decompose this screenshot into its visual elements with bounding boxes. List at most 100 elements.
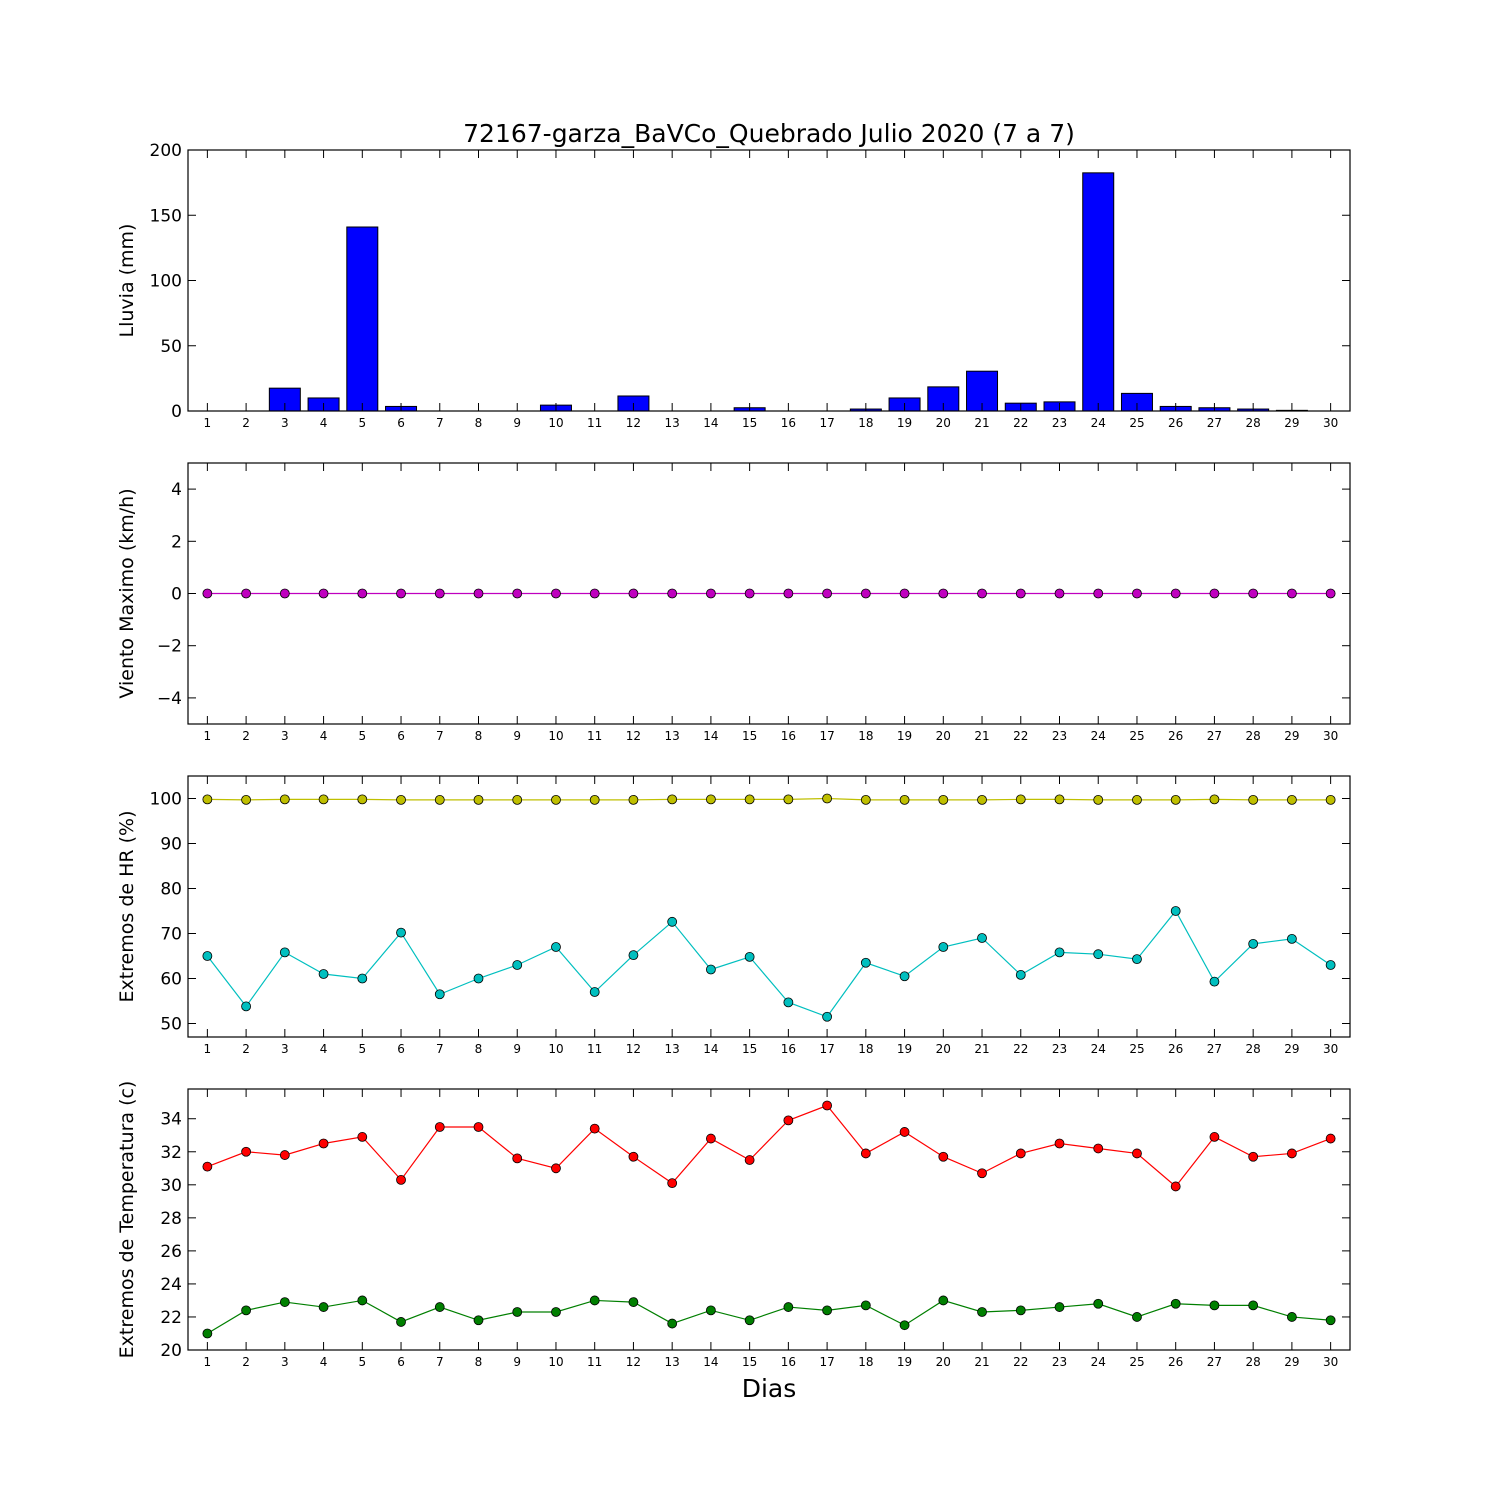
temperature-series-1-point [1015,1305,1026,1316]
temperature-series-1-point [1209,1300,1220,1311]
wind-series-0-point [899,588,910,599]
rain-x-tick-label: 8 [475,416,483,430]
temperature-x-tick-label: 11 [587,1355,602,1369]
rain-x-tick-label: 24 [1091,416,1106,430]
temperature-x-tick-label: 23 [1052,1355,1067,1369]
humidity-series-0-point [1325,794,1336,805]
wind-series-0-point [667,588,678,599]
humidity-series-1-point [1287,934,1297,944]
temperature-series-1-point [551,1307,561,1317]
wind-series-0-point [1248,588,1259,599]
humidity-series-1-point [860,957,871,968]
humidity-x-tick-label: 9 [513,1042,521,1056]
rain-x-tick-label: 27 [1207,416,1222,430]
temperature-series-0-point [434,1122,445,1132]
humidity-series-0-point [977,794,987,805]
rain-x-tick-label: 2 [242,416,250,430]
rain-x-tick-label: 18 [858,416,873,430]
humidity-series-0-point [241,794,252,805]
rain-x-tick-label: 12 [626,416,641,430]
wind-y-axis-label: Viento Maximo (km/h) [116,488,138,698]
humidity-series-0-point [938,794,949,805]
humidity-series-1-point [1093,949,1104,960]
humidity-series-1-point [744,952,755,962]
wind-series-0-point [279,588,290,599]
temperature-series-0-point [1132,1148,1142,1159]
humidity-x-tick-label: 20 [936,1042,951,1056]
humidity-x-tick-label: 12 [626,1042,641,1056]
humidity-x-tick-label: 22 [1013,1042,1028,1056]
x-axis-label: Dias [742,1374,797,1403]
temperature-plot-frame [187,1088,1351,1351]
wind-series-0-point [1287,588,1297,599]
wind-x-tick-label: 7 [436,729,444,743]
wind-x-tick-label: 28 [1246,729,1261,743]
rain-x-tick-label: 9 [513,416,521,430]
humidity-series-1-point [1015,970,1026,980]
temperature-series-0-point [241,1146,252,1157]
wind-series-0-point [589,588,600,599]
humidity-series-1-point [473,973,484,984]
temperature-series-0-point [628,1151,639,1162]
rain-x-tick-label: 15 [742,416,757,430]
humidity-series-0-point [512,794,523,805]
rain-x-tick-label: 25 [1129,416,1144,430]
temperature-series-0-point [396,1174,406,1185]
rain-x-tick-label: 22 [1013,416,1028,430]
humidity-x-tick-label: 2 [242,1042,250,1056]
humidity-series-1-point [357,973,368,984]
rain-x-tick-label: 11 [587,416,602,430]
humidity-series-1-point [551,942,561,952]
humidity-series-1-point [783,997,794,1008]
humidity-series-0-point [899,794,910,805]
temperature-series-0-point [1248,1151,1259,1162]
humidity-series-0-point [1287,794,1297,805]
rain-x-tick-label: 19 [897,416,912,430]
humidity-series-1-point [1170,906,1181,916]
humidity-x-tick-label: 11 [587,1042,602,1056]
temperature-series-0-point [202,1161,213,1172]
humidity-series-1-point [822,1011,832,1022]
temperature-x-tick-label: 17 [819,1355,834,1369]
temperature-series-0-line [207,1104,1331,1188]
rain-x-tick-label: 7 [436,416,444,430]
wind-y-tick-label: −4 [157,689,182,709]
humidity-series-0-point [551,794,561,805]
temperature-series-1-point [667,1318,678,1329]
temperature-x-tick-label: 26 [1168,1355,1183,1369]
rain-x-tick-label: 1 [204,416,212,430]
temperature-series-1-point [1093,1298,1104,1309]
humidity-x-tick-label: 29 [1284,1042,1299,1056]
wind-x-tick-label: 24 [1091,729,1106,743]
temperature-x-tick-label: 29 [1284,1355,1299,1369]
temperature-series-1-point [318,1302,329,1312]
humidity-x-tick-label: 28 [1246,1042,1261,1056]
rain-x-tick-label: 26 [1168,416,1183,430]
temperature-series-0-point [1015,1148,1026,1159]
humidity-series-1-point [1054,947,1065,958]
chart-title: 72167-garza_BaVCo_Quebrado Julio 2020 (7… [463,119,1075,148]
temperature-series-0-point [1287,1148,1297,1159]
humidity-x-tick-label: 10 [548,1042,563,1056]
humidity-series-1-point [628,950,639,960]
rain-x-tick-label: 20 [936,416,951,430]
temperature-series-0-point [318,1138,329,1149]
wind-x-tick-label: 4 [320,729,328,743]
temperature-series-0-point [1170,1181,1181,1192]
humidity-series-1-point [318,969,329,979]
temperature-series-1-point [473,1315,484,1326]
temperature-series-0-point [1054,1138,1065,1149]
humidity-series-1-point [977,933,987,943]
humidity-series-0-point [1054,794,1065,805]
temperature-series-1-point [1170,1298,1181,1309]
humidity-y-tick-label: 50 [160,1015,182,1035]
rain-x-tick-label: 16 [781,416,796,430]
temperature-y-tick-label: 34 [160,1110,182,1130]
wind-x-tick-label: 10 [548,729,563,743]
temperature-series-0-point [1093,1143,1104,1154]
humidity-series-0-point [1132,794,1142,805]
humidity-series-0-point [1015,794,1026,805]
temperature-series-0-point [551,1163,561,1174]
temperature-series-0-point [357,1132,368,1142]
